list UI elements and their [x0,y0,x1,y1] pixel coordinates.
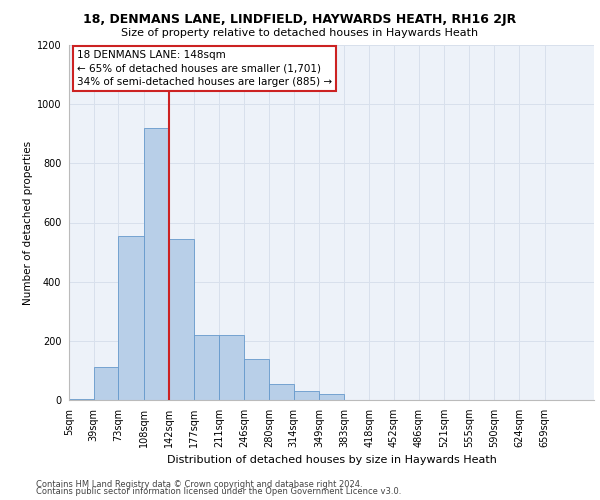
Text: 18 DENMANS LANE: 148sqm
← 65% of detached houses are smaller (1,701)
34% of semi: 18 DENMANS LANE: 148sqm ← 65% of detache… [77,50,332,86]
Bar [118,236,144,400]
Bar [269,384,293,400]
Bar [319,394,344,400]
Bar [194,335,219,400]
Text: 18, DENMANS LANE, LINDFIELD, HAYWARDS HEATH, RH16 2JR: 18, DENMANS LANE, LINDFIELD, HAYWARDS HE… [83,12,517,26]
Bar [69,398,94,400]
Bar [94,368,118,400]
Bar [169,239,194,400]
Bar [244,358,269,400]
Bar [293,391,319,400]
Bar [219,335,244,400]
Bar [144,128,169,400]
Text: Size of property relative to detached houses in Haywards Heath: Size of property relative to detached ho… [121,28,479,38]
Text: Contains public sector information licensed under the Open Government Licence v3: Contains public sector information licen… [36,488,401,496]
Text: Contains HM Land Registry data © Crown copyright and database right 2024.: Contains HM Land Registry data © Crown c… [36,480,362,489]
Y-axis label: Number of detached properties: Number of detached properties [23,140,32,304]
X-axis label: Distribution of detached houses by size in Haywards Heath: Distribution of detached houses by size … [167,456,496,466]
